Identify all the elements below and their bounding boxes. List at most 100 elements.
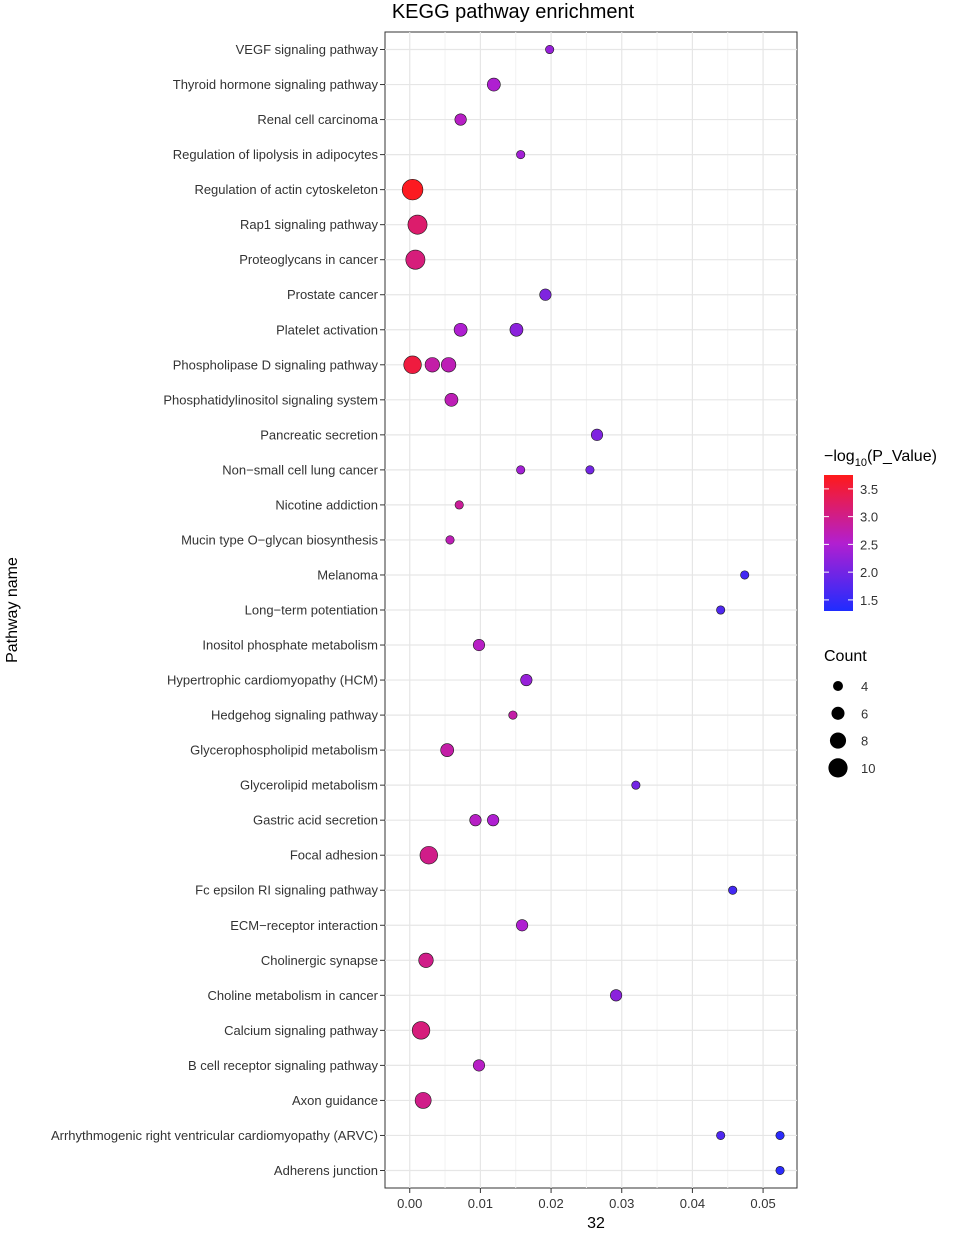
y-tick-label: VEGF signaling pathway	[236, 42, 379, 57]
x-tick-label: 0.00	[397, 1196, 422, 1211]
x-tick-label: 0.02	[538, 1196, 563, 1211]
data-point	[401, 178, 424, 201]
data-point	[453, 322, 468, 337]
y-tick-label: Phosphatidylinositol signaling system	[163, 392, 378, 407]
y-tick-label: Regulation of actin cytoskeleton	[194, 182, 378, 197]
x-tick-label: 0.05	[750, 1196, 775, 1211]
data-point	[405, 249, 426, 270]
size-legend: Count 4 6 8 10	[824, 648, 875, 778]
y-tick-label: Glycerophospholipid metabolism	[190, 743, 378, 758]
data-point	[441, 357, 457, 373]
size-legend-items: 4 6 8 10	[828, 679, 875, 778]
size-legend-title: Count	[824, 648, 867, 665]
y-tick-label: ECM−receptor interaction	[230, 918, 378, 933]
data-point	[539, 288, 552, 301]
y-tick-label: Calcium signaling pathway	[224, 1023, 378, 1038]
x-tick-label: 0.03	[609, 1196, 634, 1211]
y-tick-label: Hedgehog signaling pathway	[211, 708, 378, 723]
data-point	[728, 885, 738, 895]
data-point	[444, 392, 459, 407]
data-point	[520, 674, 533, 687]
color-legend: −log10(P_Value) 3.5 3.0 2.5 2.0 1.5	[824, 448, 937, 611]
y-tick-label: Gastric acid secretion	[253, 813, 378, 828]
data-point	[411, 1021, 431, 1040]
y-tick-label: Phospholipase D signaling pathway	[173, 357, 379, 372]
y-tick-label: Rap1 signaling pathway	[240, 217, 379, 232]
data-point	[775, 1165, 785, 1175]
y-tick-label: Adherens junction	[274, 1163, 378, 1178]
data-point	[403, 355, 422, 374]
data-point	[508, 710, 518, 720]
data-point	[454, 500, 464, 510]
y-tick-label: Arrhythmogenic right ventricular cardiom…	[51, 1128, 378, 1143]
size-legend-dot	[829, 732, 847, 749]
y-tick-label: Prostate cancer	[287, 287, 379, 302]
data-point	[509, 322, 524, 337]
size-legend-label: 10	[861, 761, 875, 776]
color-bar-label: 2.0	[860, 565, 878, 580]
data-point	[407, 214, 428, 235]
color-legend-title-sub: 10	[855, 457, 867, 469]
color-bar-label: 1.5	[860, 593, 878, 608]
data-point	[440, 743, 455, 757]
x-axis-ticks: 0.00 0.01 0.02 0.03 0.04 0.05	[397, 1188, 776, 1211]
data-point	[487, 814, 500, 827]
y-axis-ticks: VEGF signaling pathway Thyroid hormone si…	[51, 42, 385, 1178]
chart-title: KEGG pathway enrichment	[392, 1, 635, 23]
color-bar-label: 3.5	[860, 482, 878, 497]
color-bar-label: 2.5	[860, 537, 878, 552]
data-point	[419, 846, 438, 865]
y-tick-label: Hypertrophic cardiomyopathy (HCM)	[167, 673, 378, 688]
data-point	[418, 952, 434, 968]
x-tick-label: 0.04	[680, 1196, 705, 1211]
y-tick-label: Glycerolipid metabolism	[240, 778, 378, 793]
data-point	[516, 150, 526, 160]
size-legend-label: 8	[861, 734, 868, 749]
data-point	[454, 113, 467, 126]
y-axis-title: Pathway name	[4, 557, 21, 663]
data-point	[445, 535, 455, 545]
x-axis-title: 32	[587, 1215, 605, 1232]
data-point	[516, 465, 526, 475]
y-tick-label: Fc epsilon RI signaling pathway	[195, 883, 378, 898]
y-tick-label: Inositol phosphate metabolism	[202, 638, 378, 653]
data-point	[716, 1130, 726, 1140]
color-bar-ticks: 3.5 3.0 2.5 2.0 1.5	[824, 482, 878, 608]
y-tick-label: Thyroid hormone signaling pathway	[173, 77, 379, 92]
size-legend-dot	[833, 681, 843, 691]
data-point	[545, 45, 555, 55]
color-legend-title-suffix: (P_Value)	[867, 448, 937, 465]
data-point	[516, 919, 529, 932]
y-tick-label: Focal adhesion	[290, 848, 378, 863]
data-point	[740, 570, 750, 580]
y-tick-label: Proteoglycans in cancer	[239, 252, 378, 267]
x-tick-label: 0.01	[468, 1196, 493, 1211]
data-point	[716, 605, 726, 615]
data-point	[775, 1130, 785, 1140]
data-point	[610, 989, 623, 1002]
data-point	[487, 77, 501, 92]
y-tick-label: Pancreatic secretion	[260, 427, 378, 442]
color-legend-title-prefix: −log	[824, 448, 855, 465]
size-legend-dot	[828, 758, 848, 778]
y-tick-label: Axon guidance	[292, 1093, 378, 1108]
data-point	[469, 814, 482, 827]
data-points	[401, 45, 785, 1175]
data-point	[631, 780, 641, 790]
color-bar-label: 3.0	[860, 510, 878, 525]
y-tick-label: Long−term potentiation	[245, 603, 378, 618]
size-legend-dot	[831, 706, 845, 720]
y-tick-label: Platelet activation	[276, 322, 378, 337]
y-tick-label: Non−small cell lung cancer	[222, 462, 378, 477]
size-legend-label: 6	[861, 706, 868, 721]
grid-lines	[385, 32, 797, 1188]
data-point	[472, 1059, 486, 1072]
y-tick-label: Choline metabolism in cancer	[207, 988, 378, 1003]
data-point	[585, 465, 595, 475]
size-legend-label: 4	[861, 679, 868, 694]
color-legend-title: −log10(P_Value)	[824, 448, 937, 469]
y-tick-label: Cholinergic synapse	[261, 953, 378, 968]
color-bar	[824, 475, 853, 611]
data-point	[424, 357, 440, 373]
